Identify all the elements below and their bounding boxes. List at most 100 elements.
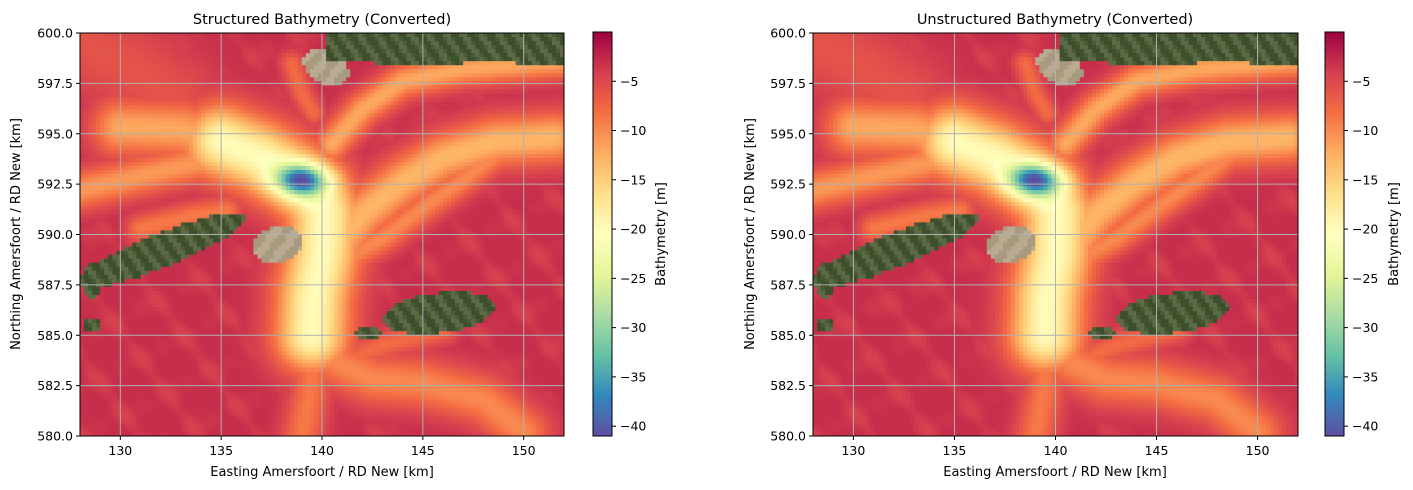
bathymetry-cell (410, 101, 416, 107)
bathymetry-cell (354, 89, 359, 95)
bathymetry-cell (418, 121, 424, 127)
bathymetry-cell (104, 105, 109, 111)
bathymetry-cell (370, 133, 376, 139)
bathymetry-cell (301, 53, 307, 58)
bathymetry-cell (495, 57, 501, 62)
bathymetry-cell (184, 157, 190, 163)
bathymetry-cell (241, 57, 246, 62)
bathymetry-cell (330, 45, 335, 50)
bathymetry-cell (447, 137, 452, 143)
bathymetry-cell (398, 113, 404, 119)
bathymetry-cell (80, 113, 85, 119)
bathymetry-cell (201, 141, 206, 147)
bathymetry-cell (471, 178, 476, 183)
bathymetry-cell (418, 194, 424, 199)
bathymetry-cell (443, 45, 448, 50)
bathymetry-cell (398, 77, 404, 82)
bathymetry-cell (535, 149, 541, 155)
bathymetry-cell (503, 65, 509, 70)
bathymetry-cell (136, 178, 142, 183)
bathymetry-cell (261, 65, 267, 70)
bathymetry-cell (124, 161, 129, 167)
bathymetry-cell (491, 101, 497, 107)
bathymetry-cell (96, 117, 101, 123)
bathymetry-cell (88, 161, 93, 167)
bathymetry-cell (92, 121, 97, 127)
bathymetry-cell (539, 178, 545, 183)
bathymetry-cell (192, 113, 198, 119)
bathymetry-cell (559, 186, 564, 191)
bathymetry-cell (205, 174, 210, 179)
bathymetry-cell (447, 129, 452, 135)
bathymetry-cell (487, 45, 492, 50)
bathymetry-cell (322, 101, 327, 107)
bathymetry-cell (515, 161, 521, 167)
bathymetry-cell (317, 97, 323, 103)
bathymetry-cell (140, 117, 146, 123)
bathymetry-cell (543, 89, 549, 95)
bathymetry-cell (104, 109, 109, 115)
bathymetry-cell (547, 101, 553, 107)
bathymetry-cell (499, 57, 505, 62)
bathymetry-cell (330, 186, 335, 191)
bathymetry-cell (112, 89, 117, 95)
bathymetry-cell (152, 109, 158, 115)
bathymetry-cell (463, 113, 468, 119)
bathymetry-cell (273, 117, 279, 123)
bathymetry-cell (330, 49, 335, 54)
bathymetry-cell (322, 93, 327, 99)
bathymetry-cell (418, 77, 424, 82)
bathymetry-cell (160, 121, 166, 127)
bathymetry-cell (463, 157, 468, 163)
bathymetry-cell (418, 37, 424, 42)
bathymetry-cell (451, 137, 456, 143)
bathymetry-cell (188, 37, 194, 42)
bathymetry-cell (487, 117, 492, 123)
bathymetry-cell (507, 190, 513, 195)
bathymetry-cell (301, 170, 307, 175)
bathymetry-cell (229, 109, 234, 115)
bathymetry-cell (386, 165, 392, 171)
bathymetry-cell (245, 41, 250, 46)
bathymetry-cell (269, 178, 275, 183)
bathymetry-cell (511, 73, 517, 78)
bathymetry-cell (438, 69, 444, 74)
bathymetry-cell (354, 85, 359, 91)
bathymetry-cell (443, 149, 448, 155)
bathymetry-cell (213, 105, 218, 111)
bathymetry-cell (172, 105, 178, 111)
bathymetry-cell (555, 125, 561, 131)
bathymetry-cell (313, 117, 319, 123)
bathymetry-cell (354, 174, 359, 179)
bathymetry-cell (330, 149, 335, 155)
bathymetry-cell (132, 149, 138, 155)
bathymetry-cell (475, 133, 480, 139)
bathymetry-cell (201, 61, 206, 66)
bathymetry-cell (84, 129, 89, 135)
bathymetry-cell (471, 129, 476, 135)
bathymetry-cell (293, 186, 299, 191)
bathymetry-cell (108, 194, 113, 199)
bathymetry-cell (140, 165, 146, 171)
bathymetry-cell (370, 161, 376, 167)
bathymetry-cell (281, 61, 287, 66)
bathymetry-cell (184, 73, 190, 78)
bathymetry-cell (237, 101, 242, 107)
bathymetry-cell (547, 69, 553, 74)
bathymetry-cell (443, 105, 448, 111)
bathymetry-cell (422, 37, 428, 42)
bathymetry-cell (168, 194, 174, 199)
bathymetry-cell (394, 190, 400, 195)
bathymetry-cell (257, 149, 263, 155)
bathymetry-cell (168, 37, 174, 42)
bathymetry-cell (418, 170, 424, 175)
bathymetry-cell (459, 97, 464, 103)
bathymetry-cell (511, 65, 517, 70)
bathymetry-cell (463, 57, 468, 62)
bathymetry-cell (471, 73, 476, 78)
bathymetry-cell (132, 33, 138, 38)
bathymetry-cell (201, 117, 206, 123)
bathymetry-cell (265, 93, 271, 99)
bathymetry-cell (180, 105, 186, 111)
bathymetry-cell (88, 190, 93, 195)
